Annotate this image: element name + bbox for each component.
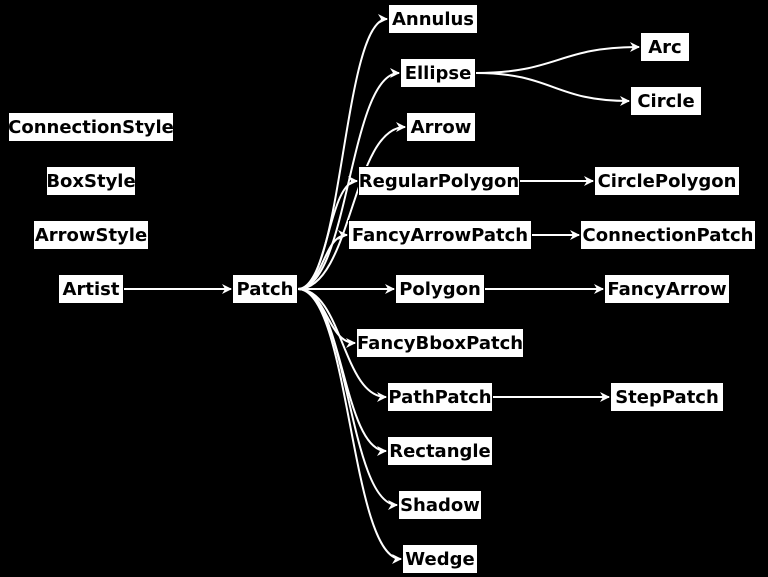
node-label: PathPatch — [388, 387, 491, 408]
diagram-canvas: ConnectionStyle BoxStyle ArrowStyle Artist P… — [0, 0, 768, 577]
node-regularpolygon: RegularPolygon — [358, 166, 520, 196]
node-connectionpatch: ConnectionPatch — [580, 220, 756, 250]
node-shadow: Shadow — [398, 490, 482, 520]
edge-patch-shadow — [298, 289, 397, 505]
node-label: Arrow — [411, 117, 472, 138]
node-wedge: Wedge — [402, 544, 478, 574]
node-annulus: Annulus — [388, 4, 478, 34]
node-label: Patch — [237, 279, 294, 300]
node-label: Wedge — [405, 549, 474, 570]
node-patch: Patch — [232, 274, 298, 304]
node-ellipse: Ellipse — [400, 58, 476, 88]
node-label: FancyBboxPatch — [357, 333, 523, 354]
node-label: ArrowStyle — [35, 225, 147, 246]
edge-patch-arrow — [298, 127, 405, 289]
node-pathpatch: PathPatch — [387, 382, 493, 412]
node-arrowstyle: ArrowStyle — [33, 220, 149, 250]
node-arrow: Arrow — [406, 112, 476, 142]
node-label: Polygon — [399, 279, 481, 300]
node-label: FancyArrowPatch — [352, 225, 528, 246]
edge-patch-fancyarrowpatch — [298, 235, 347, 289]
node-label: FancyArrow — [607, 279, 726, 300]
node-circle: Circle — [630, 86, 702, 116]
node-label: StepPatch — [615, 387, 719, 408]
node-boxstyle: BoxStyle — [46, 166, 136, 196]
node-fancyarrowpatch: FancyArrowPatch — [348, 220, 532, 250]
node-label: Annulus — [392, 9, 474, 30]
node-arc: Arc — [640, 32, 690, 62]
node-label: Arc — [648, 37, 681, 58]
node-label: Ellipse — [405, 63, 472, 84]
node-label: BoxStyle — [46, 171, 135, 192]
node-label: ConnectionStyle — [8, 117, 174, 138]
node-fancybboxpatch: FancyBboxPatch — [356, 328, 524, 358]
node-label: RegularPolygon — [359, 171, 520, 192]
edge-ellipse-arc — [476, 47, 639, 73]
node-label: CirclePolygon — [598, 171, 737, 192]
node-label: Artist — [63, 279, 120, 300]
edge-patch-fancybboxpatch — [298, 289, 355, 343]
node-steppatch: StepPatch — [610, 382, 724, 412]
edge-patch-rectangle — [298, 289, 386, 451]
node-label: Shadow — [400, 495, 480, 516]
node-label: ConnectionPatch — [583, 225, 754, 246]
node-rectangle: Rectangle — [387, 436, 493, 466]
node-circlepolygon: CirclePolygon — [594, 166, 740, 196]
edge-ellipse-circle — [476, 73, 629, 101]
node-polygon: Polygon — [395, 274, 485, 304]
node-label: Circle — [637, 91, 694, 112]
node-artist: Artist — [58, 274, 124, 304]
node-connectionstyle: ConnectionStyle — [8, 112, 174, 142]
node-label: Rectangle — [389, 441, 491, 462]
node-fancyarrow: FancyArrow — [604, 274, 730, 304]
